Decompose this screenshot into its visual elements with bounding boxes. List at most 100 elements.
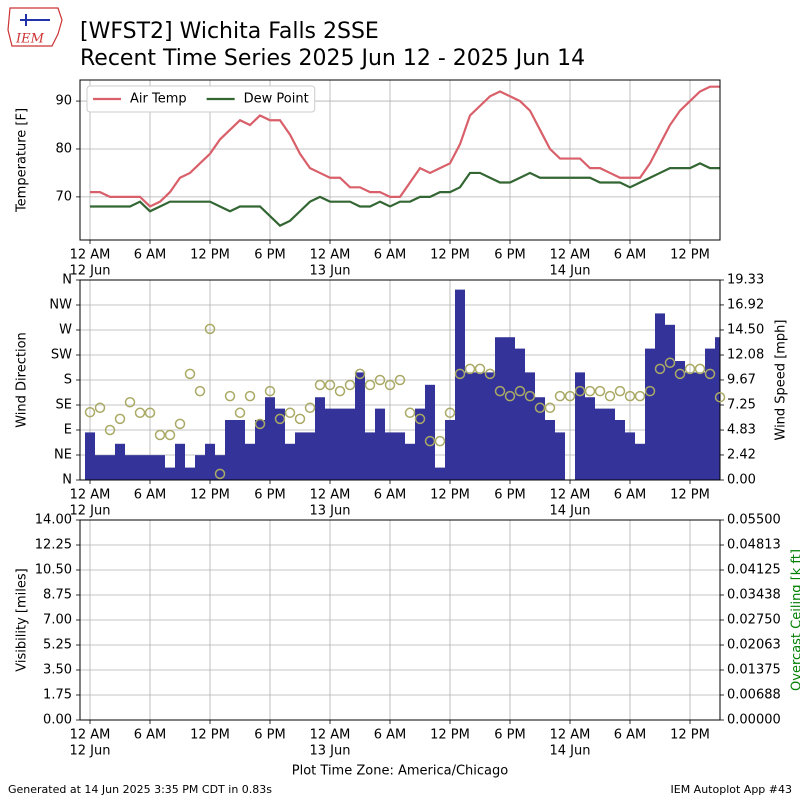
point [194,385,206,397]
bar [465,372,475,480]
point [294,413,306,425]
point [564,390,576,402]
point [134,407,146,419]
logo-text: IEM [15,32,45,47]
y2-tick-label: 19.33 [727,273,764,288]
bar [345,408,355,480]
subtitle: Recent Time Series 2025 Jun 12 - 2025 Ju… [80,46,585,71]
x-date-label: 12 Jun [70,504,111,519]
y2-tick-label: 0.01375 [727,663,781,678]
bar [545,419,555,480]
bar [245,443,255,480]
x-tick-label: 12 AM [550,728,591,743]
x-tick-label: 6 AM [614,728,647,743]
bar [225,419,235,480]
point [304,402,316,414]
bar [95,455,105,480]
x-tick-label: 12 PM [190,488,230,503]
y-tick-label: S [64,373,72,388]
y2-tick-label: 0.00000 [727,713,781,728]
bar [625,432,635,480]
point [434,435,446,447]
point [284,407,296,419]
bar [175,443,185,480]
bar [425,384,435,480]
bar [585,397,595,480]
y2-axis-label: Overcast Ceiling [k ft] [790,549,800,691]
bar [115,443,125,480]
x-tick-label: 12 PM [670,248,710,263]
bar [595,408,605,480]
y-tick-label: N [62,273,72,288]
point [224,390,236,402]
bar [365,432,375,480]
y-tick-label: W [59,323,72,338]
line [90,85,720,208]
point [574,385,586,397]
y-tick-label: SW [51,348,72,363]
legend-label: Dew Point [244,92,309,107]
y-tick-label: 3.50 [43,663,72,678]
bar [615,419,625,480]
point [204,323,216,335]
bar [605,408,615,480]
bar [445,419,455,480]
bar [155,455,165,480]
bar [515,348,525,480]
bar [715,337,720,480]
y-axis-label: Temperature [F] [15,108,30,213]
point [624,390,636,402]
x-date-label: 12 Jun [70,264,111,279]
point [544,402,556,414]
point [504,390,516,402]
panel: 12 AM 6 AM 12 PM 6 PM 12 AM 6 AM 12 PM 6 PM 12 A… [15,79,721,279]
y-tick-label: 0.00 [43,713,72,728]
x-date-label: 14 Jun [550,264,591,279]
bar [455,289,465,480]
bar [145,455,155,480]
x-tick-label: 12 AM [310,728,351,743]
legend-label: Air Temp [130,92,187,107]
point [444,407,456,419]
y-tick-label: N [62,473,72,488]
legend: Air Temp Dew Point [86,85,316,113]
point [174,418,186,430]
point [474,363,486,375]
point [674,368,686,380]
point [614,385,626,397]
y2-tick-label: 2.42 [727,447,756,462]
x-tick-label: 12 AM [550,248,591,263]
point [344,379,356,391]
point [484,368,496,380]
bar [675,361,685,480]
point [584,385,596,397]
bar [355,372,365,480]
y-tick-label: 12.25 [35,538,72,553]
x-date-label: 14 Jun [550,744,591,759]
point [114,413,126,425]
x-tick-label: 6 AM [134,248,167,263]
point [714,391,726,403]
y-tick-label: 90 [55,94,72,109]
x-tick-label: 12 PM [190,248,230,263]
y-tick-label: 5.25 [43,638,72,653]
x-tick-label: 12 AM [70,728,111,743]
plot-frame [79,519,721,721]
y-tick-label: 10.50 [35,563,72,578]
point [394,374,406,386]
bar [505,337,515,480]
bar [325,408,335,480]
point [164,429,176,441]
bar [165,467,175,480]
point [374,374,386,386]
point [404,407,416,419]
point [644,385,656,397]
bar [295,432,305,480]
y-axis-label: Visibility [miles] [15,568,30,671]
x-tick-label: 12 PM [430,248,470,263]
footer-right: IEM Autoplot App #43 [671,783,793,796]
x-tick-label: 6 AM [374,728,407,743]
logo: IEM [7,7,63,47]
point [314,379,326,391]
bar [385,432,395,480]
